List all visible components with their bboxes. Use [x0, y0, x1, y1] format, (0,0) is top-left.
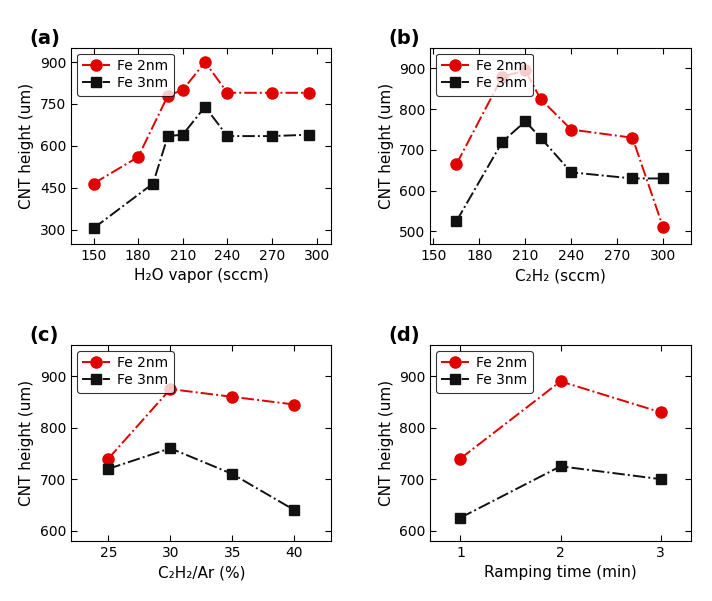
Fe 2nm — [456, 455, 465, 462]
Fe 2nm — [166, 385, 174, 392]
Fe 3nm — [567, 169, 575, 176]
Fe 3nm — [179, 131, 187, 138]
X-axis label: C₂H₂ (sccm): C₂H₂ (sccm) — [515, 268, 606, 283]
Fe 3nm — [656, 475, 665, 483]
Fe 3nm — [498, 138, 507, 145]
Fe 2nm — [223, 89, 231, 96]
Fe 2nm — [498, 73, 507, 80]
Text: (d): (d) — [389, 326, 420, 345]
Fe 2nm — [89, 180, 98, 187]
Line: Fe 3nm: Fe 3nm — [89, 102, 314, 233]
Fe 2nm — [567, 126, 575, 133]
Fe 3nm — [223, 132, 231, 139]
Y-axis label: CNT height (um): CNT height (um) — [19, 380, 34, 506]
Fe 3nm — [628, 175, 637, 182]
Fe 2nm — [659, 224, 667, 231]
Y-axis label: CNT height (um): CNT height (um) — [379, 83, 394, 209]
Fe 2nm — [521, 67, 530, 74]
Legend: Fe 2nm, Fe 3nm: Fe 2nm, Fe 3nm — [436, 351, 533, 393]
Fe 2nm — [179, 87, 187, 94]
Fe 2nm — [104, 455, 112, 462]
Fe 2nm — [164, 92, 172, 99]
Fe 2nm — [536, 96, 545, 103]
Fe 3nm — [104, 465, 112, 472]
Text: (a): (a) — [30, 28, 61, 47]
Text: (c): (c) — [30, 326, 59, 345]
Fe 3nm — [305, 131, 313, 138]
Y-axis label: CNT height (um): CNT height (um) — [379, 380, 394, 506]
Text: (b): (b) — [389, 28, 420, 47]
Fe 2nm — [452, 160, 461, 168]
Fe 3nm — [166, 445, 174, 452]
Line: Fe 2nm: Fe 2nm — [103, 383, 300, 464]
Legend: Fe 2nm, Fe 3nm: Fe 2nm, Fe 3nm — [436, 53, 533, 96]
Line: Fe 2nm: Fe 2nm — [451, 65, 669, 233]
Fe 3nm — [268, 132, 276, 139]
Fe 3nm — [452, 218, 461, 225]
Line: Fe 3nm: Fe 3nm — [456, 462, 666, 523]
Fe 3nm — [659, 175, 667, 182]
Fe 3nm — [290, 507, 298, 514]
Fe 3nm — [89, 225, 98, 232]
Fe 2nm — [628, 134, 637, 141]
Fe 3nm — [149, 180, 157, 187]
Fe 2nm — [656, 409, 665, 416]
Line: Fe 3nm: Fe 3nm — [451, 117, 668, 226]
X-axis label: Ramping time (min): Ramping time (min) — [484, 566, 637, 581]
Fe 2nm — [268, 89, 276, 96]
Fe 3nm — [228, 471, 236, 478]
Fe 3nm — [536, 134, 545, 141]
Fe 2nm — [134, 153, 142, 160]
Fe 3nm — [456, 514, 465, 521]
Fe 2nm — [228, 393, 236, 400]
Fe 3nm — [201, 103, 209, 111]
Fe 2nm — [201, 58, 209, 66]
Legend: Fe 2nm, Fe 3nm: Fe 2nm, Fe 3nm — [77, 351, 174, 393]
Line: Fe 3nm: Fe 3nm — [103, 444, 299, 515]
Fe 2nm — [556, 378, 565, 385]
Legend: Fe 2nm, Fe 3nm: Fe 2nm, Fe 3nm — [77, 53, 174, 96]
Fe 2nm — [290, 401, 298, 408]
Fe 3nm — [521, 118, 530, 125]
Line: Fe 2nm: Fe 2nm — [455, 376, 666, 464]
Y-axis label: CNT height (um): CNT height (um) — [19, 83, 34, 209]
Fe 3nm — [556, 463, 565, 470]
Fe 2nm — [305, 89, 313, 96]
Line: Fe 2nm: Fe 2nm — [88, 56, 315, 189]
X-axis label: C₂H₂/Ar (%): C₂H₂/Ar (%) — [157, 566, 245, 581]
Fe 3nm — [164, 132, 172, 139]
X-axis label: H₂O vapor (sccm): H₂O vapor (sccm) — [134, 268, 268, 283]
